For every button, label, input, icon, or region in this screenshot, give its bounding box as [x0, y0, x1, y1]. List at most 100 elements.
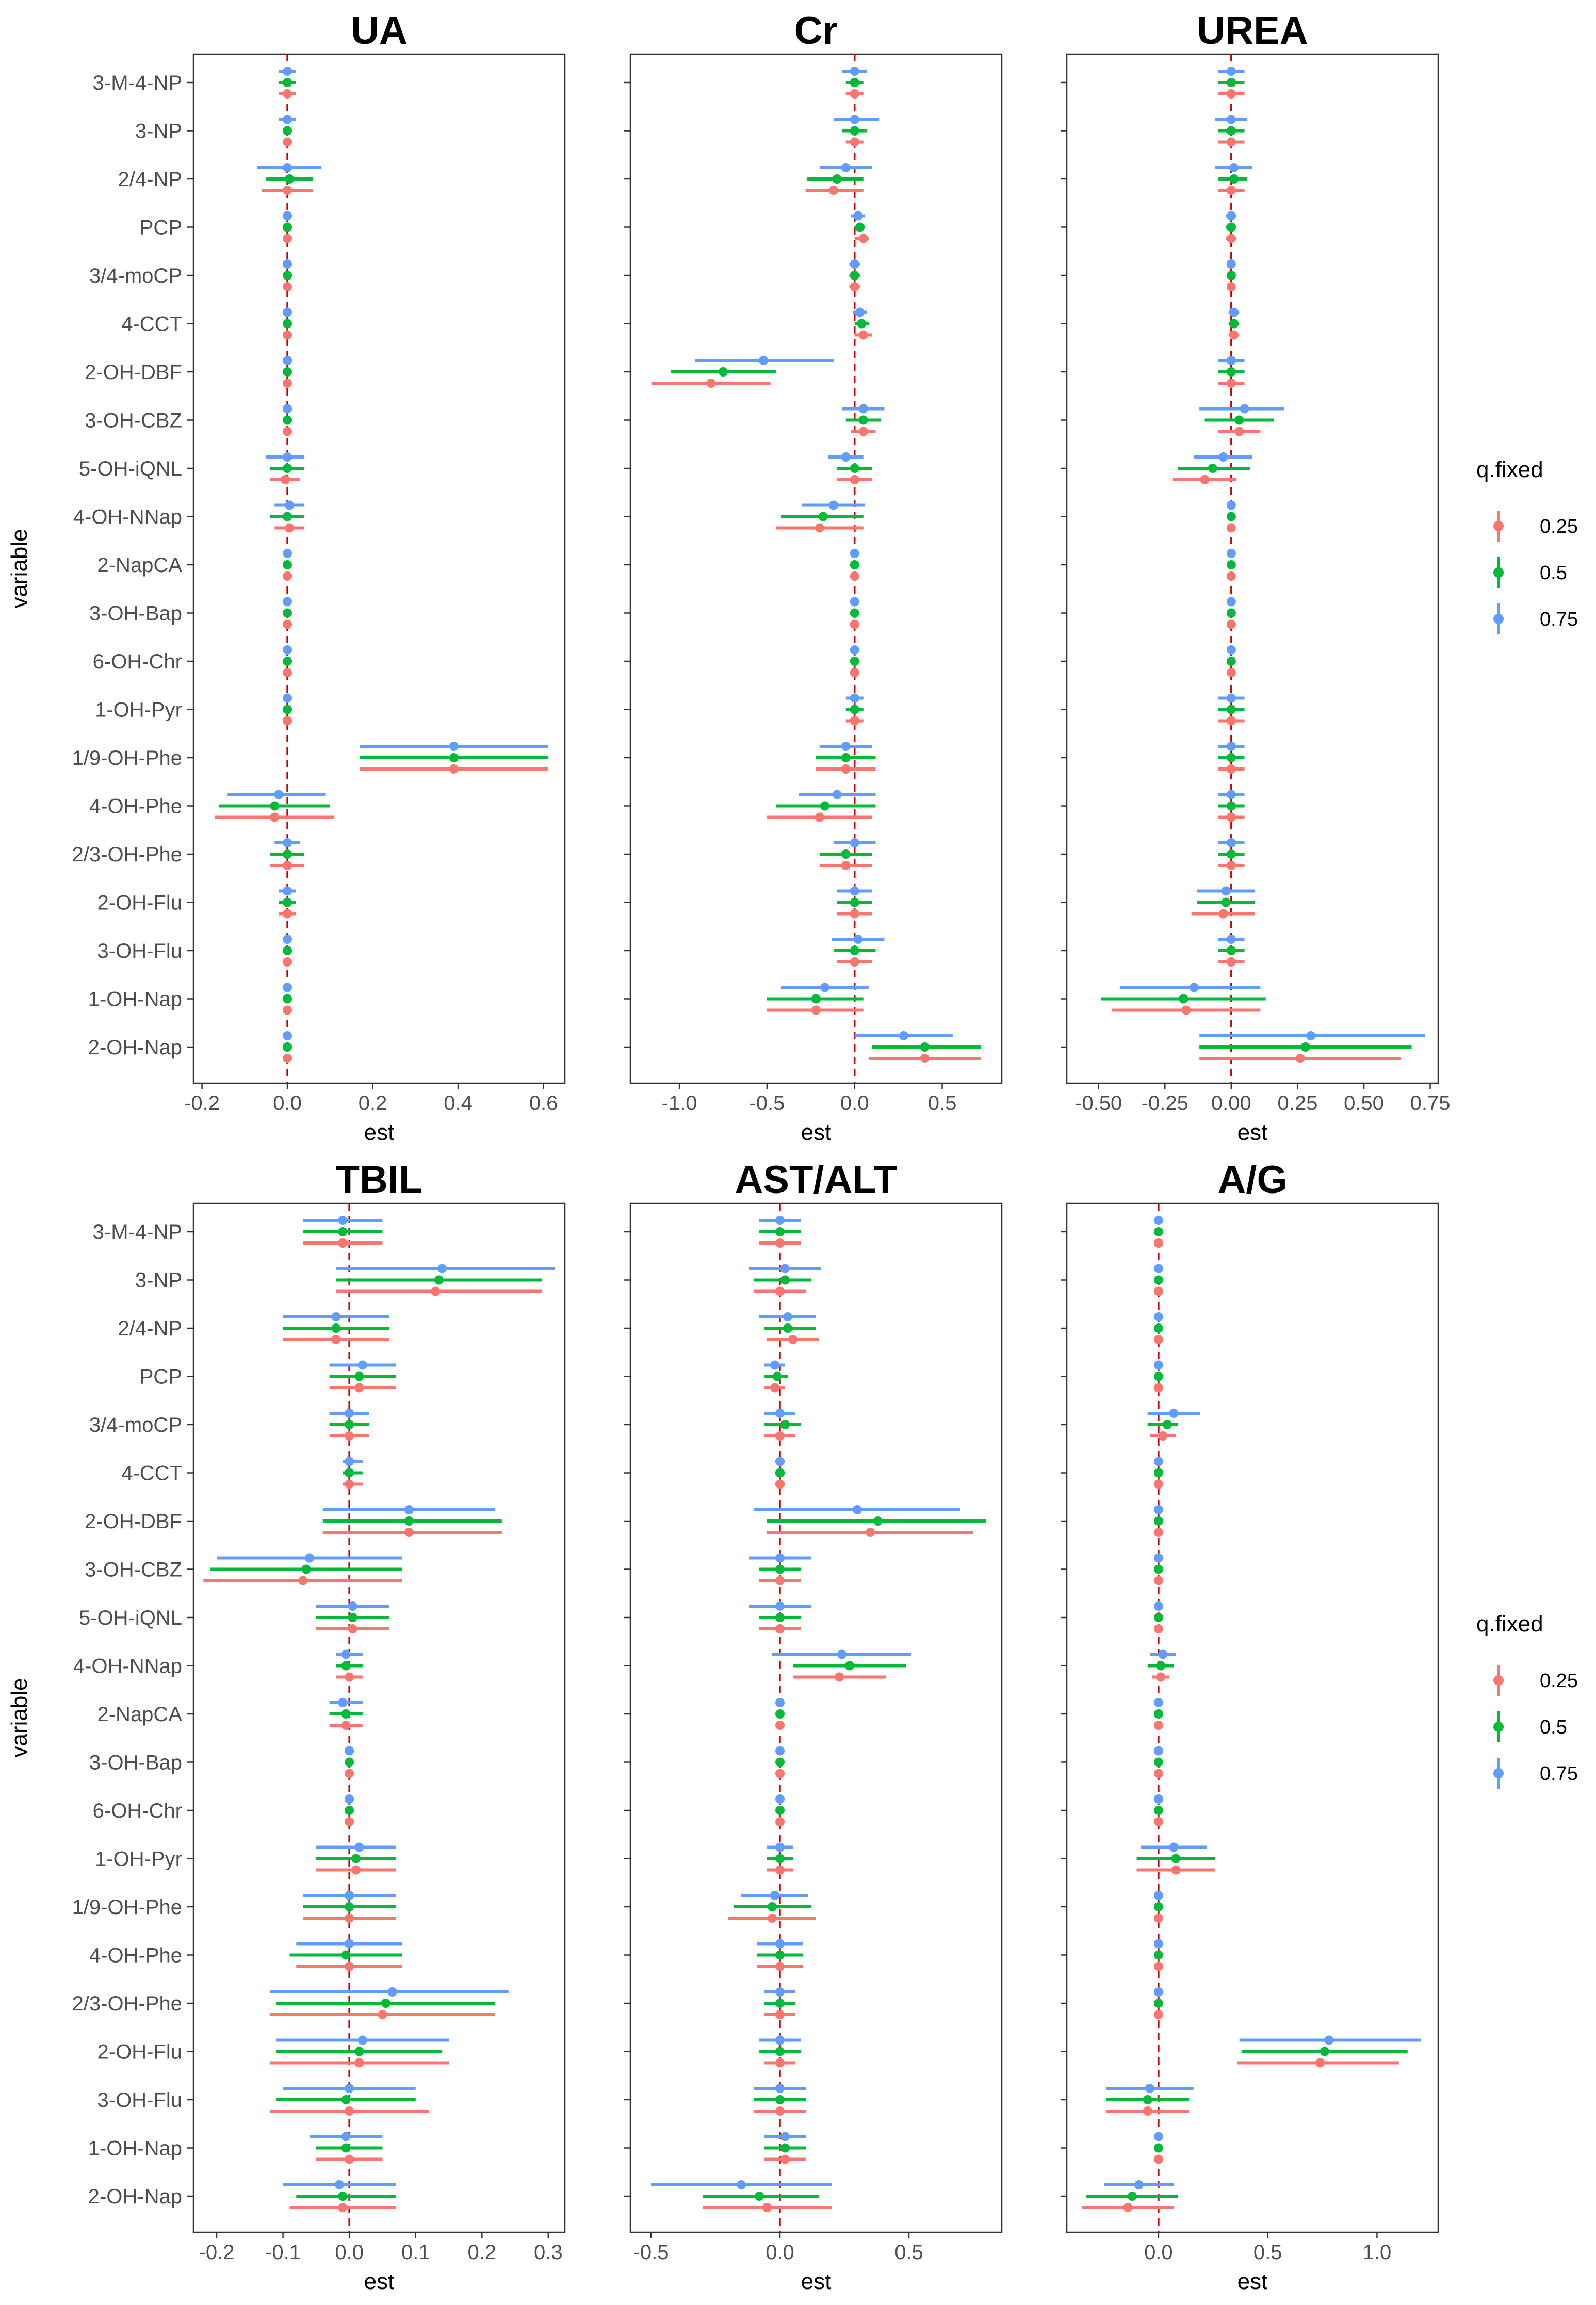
- estimate-point: [1181, 1005, 1191, 1015]
- estimate-point: [1153, 1613, 1163, 1622]
- estimate-point: [1153, 1721, 1163, 1730]
- estimate-point: [1226, 137, 1236, 147]
- estimate-point: [1226, 379, 1236, 388]
- estimate-point: [283, 427, 292, 436]
- estimate-point: [1240, 404, 1249, 414]
- estimate-point: [283, 234, 292, 243]
- estimate-point: [775, 1806, 785, 1815]
- estimate-point: [449, 742, 459, 751]
- estimate-point: [283, 464, 292, 473]
- estimate-point: [1153, 1323, 1163, 1333]
- estimate-point: [1153, 2010, 1163, 2019]
- estimate-point: [1158, 1431, 1168, 1441]
- estimate-point: [850, 271, 859, 280]
- estimate-point: [775, 2058, 785, 2068]
- estimate-point: [811, 1005, 821, 1015]
- estimate-point: [1226, 549, 1236, 558]
- x-tick-label: -0.5: [749, 1092, 785, 1115]
- estimate-point: [351, 1865, 361, 1875]
- estimate-point: [345, 1914, 354, 1923]
- estimate-point: [1226, 67, 1236, 76]
- estimate-point: [1208, 464, 1217, 473]
- legend-title: q.fixed: [1476, 1611, 1543, 1637]
- panel-title: AST/ALT: [735, 1158, 897, 1202]
- estimate-point: [283, 861, 292, 870]
- estimate-point: [775, 1721, 785, 1730]
- estimate-point: [345, 1891, 354, 1900]
- estimate-point: [1226, 597, 1236, 607]
- estimate-point: [345, 1902, 354, 1911]
- estimate-point: [283, 307, 292, 317]
- estimate-point: [283, 935, 292, 944]
- estimate-point: [850, 668, 859, 677]
- estimate-point: [348, 1613, 357, 1622]
- estimate-point: [1226, 812, 1236, 822]
- y-tick-label: 3-OH-Flu: [97, 2089, 182, 2112]
- estimate-point: [775, 1794, 785, 1804]
- estimate-point: [351, 1854, 361, 1863]
- y-tick-label: 2/4-NP: [118, 1317, 183, 1340]
- estimate-point: [1153, 1457, 1163, 1466]
- x-tick-label: 0.5: [928, 1092, 957, 1115]
- estimate-point: [1153, 1746, 1163, 1756]
- estimate-point: [283, 897, 292, 907]
- estimate-point: [345, 1746, 354, 1756]
- estimate-point: [1153, 1479, 1163, 1489]
- x-tick-label: 0.5: [1253, 2241, 1282, 2264]
- panel-ua: UA 3-M-4-NP 3-NP 2/4-NP PCP 3/4-moCP 4-CCT 2-OH…: [72, 9, 566, 1145]
- y-tick-label: 2/4-NP: [118, 168, 183, 191]
- estimate-point: [841, 452, 851, 462]
- estimate-point: [283, 78, 292, 87]
- estimate-point: [768, 1914, 777, 1923]
- estimate-point: [835, 1672, 844, 1682]
- series-q0_75: [695, 67, 953, 1040]
- series-q0_25: [1112, 89, 1401, 1063]
- estimate-point: [1226, 705, 1236, 714]
- estimate-point: [1153, 1238, 1163, 1248]
- estimate-point: [858, 415, 868, 425]
- estimate-point: [1179, 994, 1188, 1004]
- estimate-point: [338, 2203, 348, 2212]
- y-tick-label: 1-OH-Nap: [88, 988, 182, 1011]
- estimate-point: [283, 271, 292, 280]
- estimate-point: [1134, 2180, 1144, 2189]
- estimate-point: [283, 1031, 292, 1040]
- estimate-point: [1153, 1275, 1163, 1285]
- estimate-point: [283, 89, 292, 99]
- estimate-point: [775, 1216, 785, 1225]
- panel-border: [1066, 53, 1439, 1084]
- estimate-point: [1153, 1709, 1163, 1719]
- estimate-point: [1153, 1987, 1163, 1997]
- x-axis-title: est: [1237, 2269, 1268, 2294]
- estimate-point: [820, 801, 829, 811]
- estimate-point: [283, 1005, 292, 1015]
- estimate-point: [1226, 693, 1236, 703]
- estimate-point: [283, 512, 292, 521]
- estimate-point: [850, 705, 859, 714]
- y-tick-label: 3-M-4-NP: [93, 72, 182, 94]
- estimate-point: [770, 1891, 779, 1900]
- estimate-point: [850, 886, 859, 896]
- series-q0_25: [703, 1238, 973, 2212]
- estimate-point: [341, 1721, 351, 1730]
- y-tick-label: 3-OH-Bap: [89, 602, 182, 625]
- y-tick-label: 3-OH-Flu: [97, 940, 182, 962]
- estimate-point: [850, 137, 859, 147]
- series-q0_5: [703, 1227, 986, 2201]
- panel-title: UREA: [1197, 9, 1308, 53]
- estimate-point: [345, 1420, 354, 1429]
- estimate-point: [285, 174, 295, 184]
- estimate-point: [1226, 282, 1236, 291]
- series-q0_5: [1101, 78, 1412, 1052]
- estimate-point: [270, 812, 280, 822]
- estimate-point: [1171, 1854, 1181, 1863]
- x-tick-label: 0.6: [529, 1092, 558, 1115]
- estimate-point: [855, 307, 865, 317]
- estimate-point: [1226, 211, 1236, 221]
- estimate-point: [345, 2106, 354, 2116]
- y-tick-label: 2/3-OH-Phe: [72, 1992, 182, 2015]
- estimate-point: [404, 1505, 414, 1514]
- estimate-point: [1226, 838, 1236, 847]
- estimate-point: [341, 2132, 351, 2141]
- estimate-point: [283, 668, 292, 677]
